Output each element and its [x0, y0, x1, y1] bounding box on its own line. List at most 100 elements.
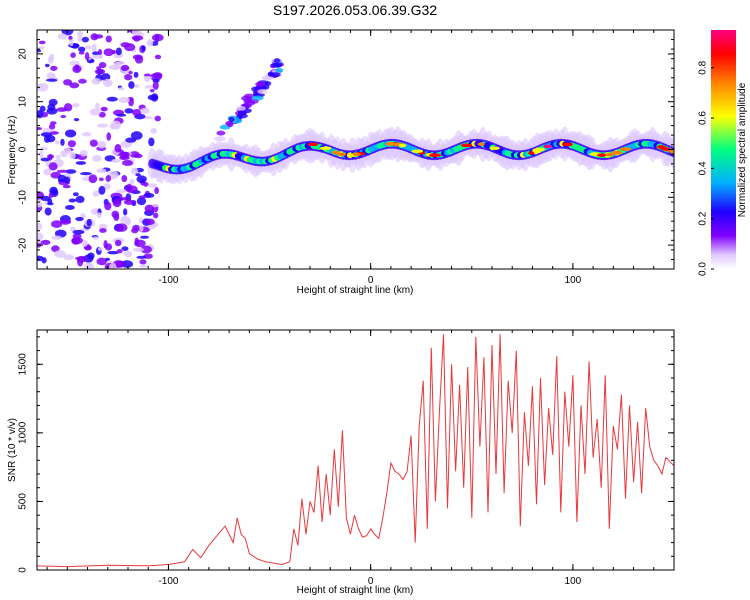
- heatmap-noise-blob: [114, 239, 122, 247]
- heatmap-signal-peak: [336, 152, 347, 157]
- heatmap-noise-blob: [77, 36, 83, 42]
- heatmap-noise-blob: [132, 54, 143, 60]
- heatmap-noise-blob: [106, 132, 112, 141]
- heatmap-signal-peak: [411, 149, 424, 154]
- heatmap-noise-blob: [140, 245, 152, 254]
- heatmap-noise-blob: [140, 235, 149, 239]
- heatmap-noise-blob: [92, 51, 100, 56]
- heatmap-noise-blob: [120, 141, 133, 148]
- heatmap-noise-blob: [122, 151, 130, 158]
- heatmap-signal-peak: [528, 151, 535, 155]
- heatmap-noise-blob: [132, 108, 142, 116]
- heatmap-noise-blob: [59, 219, 72, 225]
- heatmap-signal-peak: [669, 149, 674, 154]
- snr-y-tick-label: 0: [18, 567, 29, 573]
- heatmap-signal-peak: [605, 152, 614, 157]
- heatmap-signal-peak: [307, 142, 319, 147]
- heatmap-noise-blob: [37, 232, 44, 241]
- heatmap-noise-blob: [67, 140, 76, 148]
- heatmap-noise-blob: [85, 45, 92, 50]
- snr-x-axis-label: Height of straight line (km): [297, 585, 414, 596]
- heatmap-noise-blob: [116, 189, 128, 193]
- heatmap-noise-blob: [68, 198, 77, 203]
- heatmap-noise-blob: [78, 78, 87, 84]
- heatmap-noise-blob: [149, 88, 155, 93]
- heatmap-streak-blob: [216, 130, 226, 136]
- heatmap-noise-blob: [105, 81, 112, 86]
- heatmap-noise-blob: [103, 183, 111, 190]
- heatmap-noise-blob: [70, 52, 76, 58]
- heatmap-noise-blob: [69, 82, 80, 89]
- heatmap-noise-blob: [77, 30, 84, 38]
- heatmap-noise-blob: [140, 107, 150, 115]
- colorbar-tick-label: 0.4: [698, 161, 709, 175]
- heatmap-signal-peak: [543, 144, 553, 149]
- colorbar-tick-label: 0.6: [698, 111, 709, 125]
- heatmap-noise-blob: [123, 199, 136, 205]
- heatmap-noise-blob: [97, 247, 103, 251]
- heatmap-noise-blob: [41, 257, 47, 264]
- heatmap-noise-blob: [81, 240, 88, 247]
- snr-series-line: [37, 334, 674, 568]
- heatmap-cells: [37, 30, 674, 269]
- heatmap-streak-blob: [270, 62, 283, 68]
- heatmap-noise-blob: [37, 222, 43, 231]
- heatmap-noise-blob: [110, 173, 117, 178]
- heatmap-noise-blob: [79, 149, 88, 157]
- heatmap-noise-blob: [37, 201, 43, 208]
- snr-y-tick-label: 500: [18, 493, 29, 510]
- heatmap-noise-blob: [124, 108, 134, 114]
- heatmap-noise-blob: [49, 121, 57, 125]
- spectrogram-x-tick-label: -100: [158, 275, 178, 286]
- heatmap-noise-blob: [138, 217, 144, 224]
- snr-x-tick-label: 100: [565, 576, 582, 587]
- heatmap-signal-peak: [610, 150, 623, 155]
- heatmap-noise-blob: [105, 174, 112, 182]
- heatmap-noise-blob: [115, 223, 128, 232]
- heatmap-noise-blob: [78, 51, 85, 55]
- heatmap-streak-blob: [243, 98, 253, 104]
- heatmap-noise-blob: [40, 239, 51, 245]
- figure-title: S197.2026.053.06.39.G32: [273, 2, 437, 18]
- heatmap-streak-blob: [227, 122, 234, 128]
- heatmap-noise-blob: [120, 42, 130, 48]
- heatmap-noise-blob: [98, 185, 106, 195]
- heatmap-noise-blob: [96, 257, 108, 266]
- heatmap-noise-blob: [133, 71, 139, 78]
- spectrogram-x-axis-label: Height of straight line (km): [297, 285, 414, 296]
- heatmap-noise-blob: [92, 190, 100, 197]
- heatmap-noise-blob: [90, 33, 99, 41]
- heatmap-noise-blob: [150, 93, 159, 102]
- heatmap-noise-blob: [69, 39, 74, 47]
- heatmap-noise-blob: [148, 137, 155, 147]
- heatmap-noise-blob: [143, 116, 153, 120]
- heatmap-noise-blob: [51, 220, 63, 228]
- heatmap-streak-blob: [270, 72, 281, 78]
- heatmap-noise-blob: [152, 81, 159, 90]
- spectrogram-y-tick-label: 10: [18, 96, 29, 108]
- heatmap-streak-blob: [214, 136, 226, 142]
- spectrogram-y-tick-label: 0: [18, 146, 29, 152]
- heatmap-noise-blob: [89, 58, 95, 63]
- heatmap-noise-blob: [51, 235, 63, 240]
- heatmap-noise-blob: [111, 49, 116, 55]
- heatmap-noise-blob: [86, 218, 92, 227]
- heatmap-noise-blob: [135, 173, 141, 177]
- heatmap-signal-peak: [563, 142, 573, 147]
- heatmap-noise-blob: [109, 262, 117, 269]
- heatmap-noise-blob: [118, 197, 130, 201]
- heatmap-signal-peak: [597, 153, 606, 157]
- heatmap-noise-blob: [60, 114, 67, 119]
- heatmap-noise-blob: [136, 197, 147, 206]
- heatmap-noise-blob: [136, 175, 147, 184]
- heatmap-noise-blob: [48, 98, 58, 106]
- heatmap-noise-blob: [153, 212, 159, 219]
- heatmap-noise-blob: [65, 205, 75, 211]
- heatmap-noise-blob: [72, 103, 80, 108]
- heatmap-noise-blob: [120, 64, 130, 72]
- heatmap-noise-blob: [40, 157, 51, 162]
- snr-y-tick-label: 1500: [18, 353, 29, 376]
- heatmap-noise-blob: [145, 218, 155, 225]
- heatmap-noise-blob: [70, 226, 76, 232]
